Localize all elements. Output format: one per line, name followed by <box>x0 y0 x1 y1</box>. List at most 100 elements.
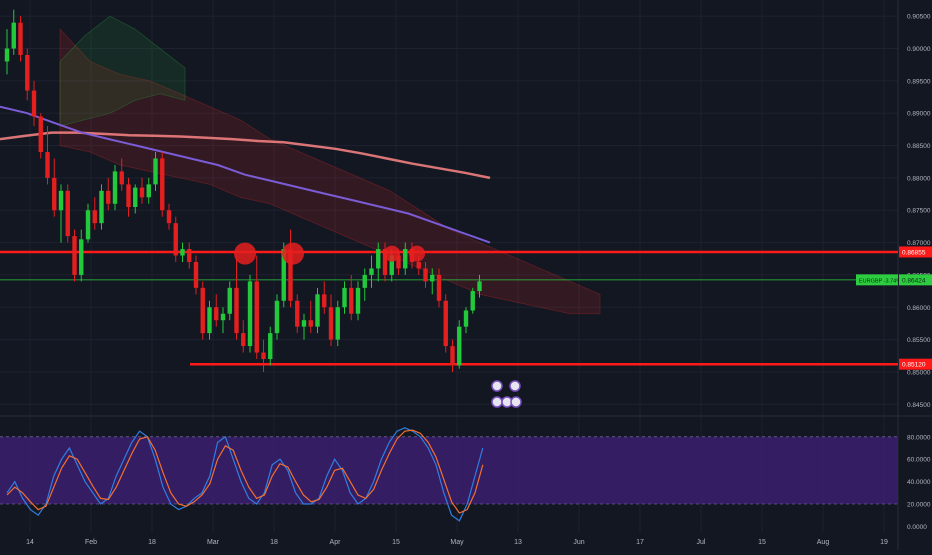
candle-body <box>261 352 266 360</box>
level-price-tag <box>899 246 932 258</box>
candle-body <box>349 287 354 314</box>
oscillator-tick-label: 80.0000 <box>907 434 931 441</box>
y-tick-label: 0.87500 <box>907 208 931 215</box>
symbol-tag-label: EURGBP -3.74% <box>859 278 901 284</box>
level-price-label: 0.86855 <box>902 249 926 256</box>
candle-body <box>416 261 421 269</box>
candle-body <box>11 22 16 49</box>
candle-body <box>45 152 50 178</box>
candle-body <box>457 326 462 366</box>
y-tick-label: 0.89000 <box>907 111 931 118</box>
candle-body <box>369 268 374 275</box>
symbol-tag <box>856 274 898 286</box>
x-tick-label: Aug <box>817 539 830 546</box>
candle-body <box>52 177 57 211</box>
candle-body <box>470 291 475 311</box>
candle-body <box>403 249 408 269</box>
candle-body <box>376 249 381 269</box>
candle-body <box>193 261 199 288</box>
candle-body <box>389 255 394 275</box>
candle-body <box>322 294 327 308</box>
candle-body <box>160 158 165 211</box>
moving-average-fast <box>0 105 491 244</box>
candle-body <box>31 90 37 117</box>
x-tick-label: 14 <box>26 539 34 546</box>
candle-body <box>173 223 178 256</box>
oscillator-tick-label: 40.0000 <box>907 479 931 486</box>
candle-body <box>139 187 145 198</box>
candle-body <box>220 313 226 321</box>
swing-high-marker <box>282 242 304 265</box>
y-tick-label: 0.89500 <box>907 78 931 85</box>
y-tick-label: 0.84500 <box>907 402 931 409</box>
swing-high-marker <box>409 245 425 262</box>
candle-body <box>254 281 259 353</box>
candle-body <box>382 249 388 275</box>
y-tick-label: 0.85000 <box>907 369 931 376</box>
candle-body <box>126 184 131 207</box>
candle-body <box>342 287 347 308</box>
candle-body <box>430 274 435 282</box>
last-price-tag <box>899 274 932 286</box>
x-tick-label: May <box>450 539 464 546</box>
level-price-label: 0.85120 <box>902 362 926 369</box>
x-tick-label: 18 <box>148 539 156 546</box>
x-tick-label: Feb <box>85 539 97 546</box>
event-flag-icon[interactable] <box>491 396 503 408</box>
x-tick-label: 13 <box>514 539 522 546</box>
candle-body <box>443 300 448 347</box>
event-flag-icon[interactable] <box>510 396 522 408</box>
candle-body <box>85 210 91 240</box>
candle-body <box>328 307 334 340</box>
candle-body <box>92 210 97 224</box>
candle-body <box>315 294 320 327</box>
ichimoku-cloud-green <box>59 15 186 127</box>
swing-high-marker <box>384 245 400 262</box>
swing-high-marker <box>234 242 256 265</box>
candle-body <box>268 333 273 360</box>
x-tick-label: Mar <box>207 539 220 546</box>
x-tick-label: Apr <box>330 539 342 546</box>
candle-body <box>214 307 219 321</box>
x-tick-label: 17 <box>636 539 644 546</box>
x-tick-label: 15 <box>758 539 766 546</box>
candle-body <box>25 54 30 91</box>
oscillator-tick-label: 0.0000 <box>907 524 927 531</box>
stoch-k-line <box>6 427 484 522</box>
candle-body <box>463 310 469 327</box>
candle-body <box>308 320 313 327</box>
y-tick-label: 0.86000 <box>907 305 931 312</box>
event-flag-icon[interactable] <box>491 380 503 392</box>
x-tick-label: Jul <box>697 539 706 546</box>
x-tick-label: 19 <box>880 539 888 546</box>
candle-body <box>247 281 253 347</box>
oscillator-tick-label: 20.0000 <box>907 502 931 509</box>
candle-body <box>119 171 124 185</box>
last-price-label: 0.86424 <box>902 277 926 284</box>
candle-body <box>106 190 111 204</box>
candle-body <box>180 249 185 256</box>
event-flag-icon[interactable] <box>509 380 521 392</box>
candle-body <box>234 287 239 334</box>
candle-body <box>4 48 10 62</box>
candle-body <box>301 320 307 327</box>
x-tick-label: Jun <box>573 539 584 546</box>
candle-body <box>133 187 138 207</box>
candle-body <box>274 300 280 334</box>
candle-body <box>423 268 428 282</box>
x-tick-label: 18 <box>270 539 278 546</box>
y-tick-label: 0.85500 <box>907 337 931 344</box>
candle-body <box>450 346 455 366</box>
candle-body <box>38 116 43 153</box>
candle-body <box>79 239 84 275</box>
candle-body <box>227 287 232 314</box>
candle-body <box>99 190 104 224</box>
level-price-tag <box>899 358 932 370</box>
candle-body <box>335 307 340 340</box>
candle-body <box>241 333 246 347</box>
candle-body <box>72 236 77 275</box>
candle-body <box>112 171 118 204</box>
candle-body <box>207 307 212 334</box>
